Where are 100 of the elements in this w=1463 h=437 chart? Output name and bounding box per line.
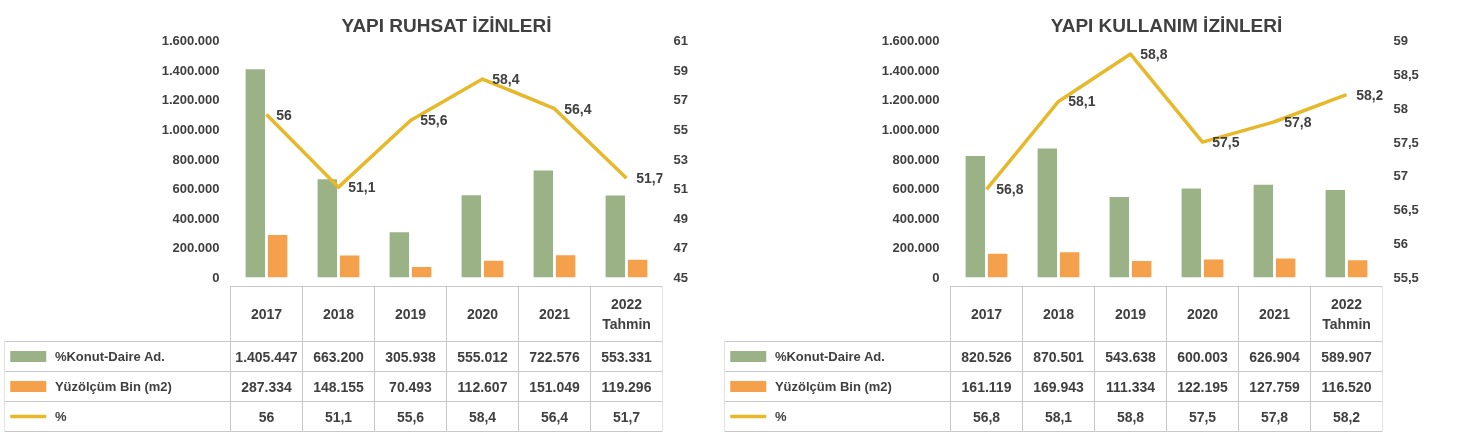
y2-tick-label: 53 (673, 151, 688, 167)
bar (411, 267, 432, 278)
data-label: 287.334 (241, 378, 293, 395)
y-tick-label: 1.600.000 (881, 33, 940, 48)
text: 57,8 (1284, 113, 1312, 130)
data-label: 51,7 (612, 408, 641, 425)
y-tick-label: 400.000 (172, 210, 220, 226)
text: 56,4 (564, 100, 592, 117)
text: 58,4 (492, 71, 520, 88)
data-label: 55,6 (396, 408, 425, 425)
text: 58,8 (1140, 46, 1168, 63)
data-label: 722.576 (529, 348, 581, 365)
legend-label: % (774, 409, 787, 424)
y-tick-label: 1.600.000 (161, 33, 220, 48)
chart-title: YAPI KULLANIM İZİNLERİ (1050, 14, 1283, 36)
bar (555, 255, 576, 278)
y-tick-label: 1.000.000 (881, 121, 940, 137)
data-label: 555.012 (457, 348, 509, 365)
x-tick-label: 2021 (538, 306, 571, 322)
bar (965, 155, 986, 278)
legend-label: Yüzölçüm Bin (m2) (54, 379, 172, 394)
y-tick-label: 600.000 (172, 181, 220, 197)
bar (605, 195, 626, 278)
y-tick-label: 1.400.000 (881, 62, 940, 78)
data-label: 626.904 (1249, 348, 1301, 365)
text: 51,1 (348, 179, 376, 196)
legend-label: %Konut-Daire Ad. (774, 349, 885, 364)
x-tick-label: 2019 (1114, 306, 1147, 322)
x-tick-label: 2017 (250, 306, 283, 322)
y2-tick-label: 59 (673, 62, 688, 78)
data-label: 122.195 (1177, 378, 1229, 395)
bar (533, 170, 554, 278)
bar (1325, 190, 1346, 278)
data-label: 148.155 (313, 378, 365, 395)
data-label: 820.526 (961, 348, 1013, 365)
y-tick-label: 1.200.000 (881, 92, 940, 108)
y2-tick-label: 56 (1393, 236, 1408, 252)
y-tick-label: 1.400.000 (161, 62, 220, 78)
text: 51,7 (636, 170, 664, 187)
bar (339, 255, 360, 278)
data-label: 51,1 (324, 408, 353, 425)
text: 57,5 (1212, 134, 1240, 151)
y2-tick-label: 57 (1393, 168, 1408, 184)
y-tick-label: 800.000 (892, 151, 940, 167)
bar (389, 232, 410, 278)
text: 58,2 (1356, 86, 1384, 103)
y-tick-label: 400.000 (892, 210, 940, 226)
x-tick-label: 2018 (1042, 306, 1075, 322)
bar (1203, 259, 1224, 278)
legend-label: %Konut-Daire Ad. (54, 349, 165, 364)
y-tick-label: 0 (932, 270, 940, 285)
y2-tick-label: 47 (673, 240, 688, 256)
data-label: 305.938 (385, 348, 437, 365)
y-tick-label: 1.000.000 (161, 121, 220, 137)
y2-tick-label: 58,5 (1393, 66, 1419, 82)
text: 56,8 (996, 181, 1024, 198)
bar (267, 234, 288, 278)
bar (1131, 261, 1152, 278)
data-label: 589.907 (1321, 348, 1373, 365)
data-label: 663.200 (313, 348, 365, 365)
text: 55,6 (420, 112, 448, 129)
y2-tick-label: 55 (673, 121, 688, 137)
y2-tick-label: 55,5 (1393, 270, 1419, 285)
y2-tick-label: 56,5 (1393, 202, 1419, 218)
data-label: 127.759 (1249, 378, 1301, 395)
bar (1253, 184, 1274, 278)
y2-tick-label: 58 (1393, 100, 1408, 116)
y-tick-label: 200.000 (172, 240, 220, 256)
y2-tick-label: 57 (673, 92, 688, 108)
y2-tick-label: 51 (673, 181, 688, 197)
x-tick-label: 2021 (1258, 306, 1291, 322)
data-label: 56,4 (540, 408, 569, 425)
data-label: 57,8 (1260, 408, 1289, 425)
y-tick-label: 800.000 (172, 151, 220, 167)
data-label: 151.049 (529, 378, 581, 395)
y2-tick-label: 61 (673, 33, 688, 48)
text: 56 (276, 106, 292, 123)
y-tick-label: 200.000 (892, 240, 940, 256)
bar (1109, 196, 1130, 278)
y-tick-label: 600.000 (892, 181, 940, 197)
chart-title: YAPI RUHSAT İZİNLERİ (341, 14, 552, 36)
data-label: 56 (258, 408, 275, 425)
bar (1037, 148, 1058, 278)
text: 58,1 (1068, 93, 1096, 110)
data-label: 58,8 (1116, 408, 1145, 425)
data-label: 116.520 (1321, 378, 1372, 395)
x-tick-label: 2019 (394, 306, 427, 322)
bar (1275, 258, 1296, 278)
bar (627, 259, 648, 278)
x-tick-label: 2020 (1186, 306, 1219, 322)
data-label: 57,5 (1188, 408, 1217, 425)
data-label: 112.607 (457, 378, 508, 395)
data-label: 1.405.447 (235, 348, 298, 365)
data-label: 870.501 (1033, 348, 1085, 365)
data-label: 56,8 (972, 408, 1001, 425)
bar (317, 179, 338, 278)
y2-tick-label: 59 (1393, 33, 1408, 48)
bar (987, 253, 1008, 278)
data-label: 161.119 (961, 378, 1012, 395)
data-label: 70.493 (389, 378, 433, 395)
